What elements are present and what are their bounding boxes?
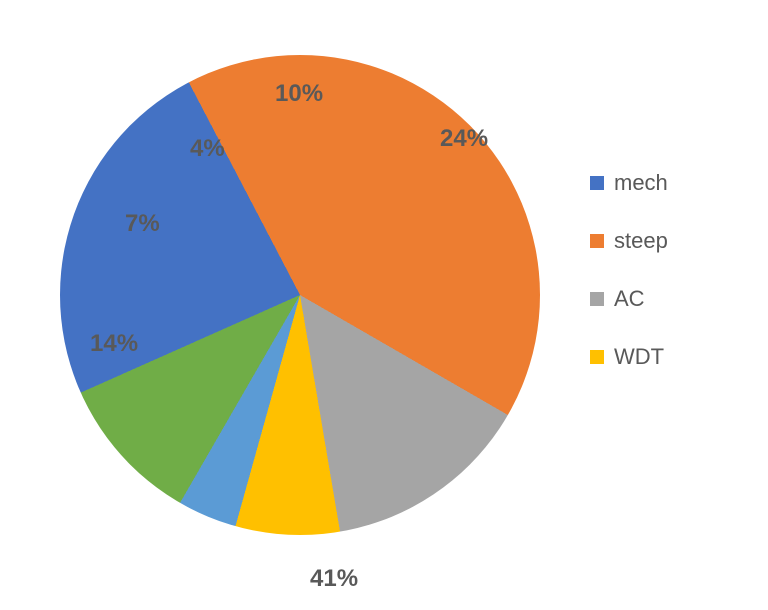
- slice-label-other2: 10%: [275, 80, 323, 108]
- slice-label-other1: 4%: [190, 135, 225, 163]
- legend-label-mech: mech: [614, 170, 668, 196]
- slice-label-mech: 24%: [440, 125, 488, 153]
- legend: mech steep AC WDT: [590, 170, 668, 370]
- legend-swatch-wdt: [590, 350, 604, 364]
- legend-item-mech: mech: [590, 170, 668, 196]
- slice-label-wdt: 7%: [125, 210, 160, 238]
- legend-item-wdt: WDT: [590, 344, 668, 370]
- slice-label-steep: 41%: [310, 565, 358, 593]
- legend-swatch-steep: [590, 234, 604, 248]
- legend-swatch-mech: [590, 176, 604, 190]
- pie-chart-container: 24% 41% 14% 7% 4% 10% mech steep AC WDT: [0, 0, 768, 610]
- legend-item-ac: AC: [590, 286, 668, 312]
- slice-label-ac: 14%: [90, 330, 138, 358]
- legend-label-steep: steep: [614, 228, 668, 254]
- legend-item-steep: steep: [590, 228, 668, 254]
- pie-area: 24% 41% 14% 7% 4% 10%: [60, 55, 540, 535]
- legend-label-ac: AC: [614, 286, 645, 312]
- legend-swatch-ac: [590, 292, 604, 306]
- legend-label-wdt: WDT: [614, 344, 664, 370]
